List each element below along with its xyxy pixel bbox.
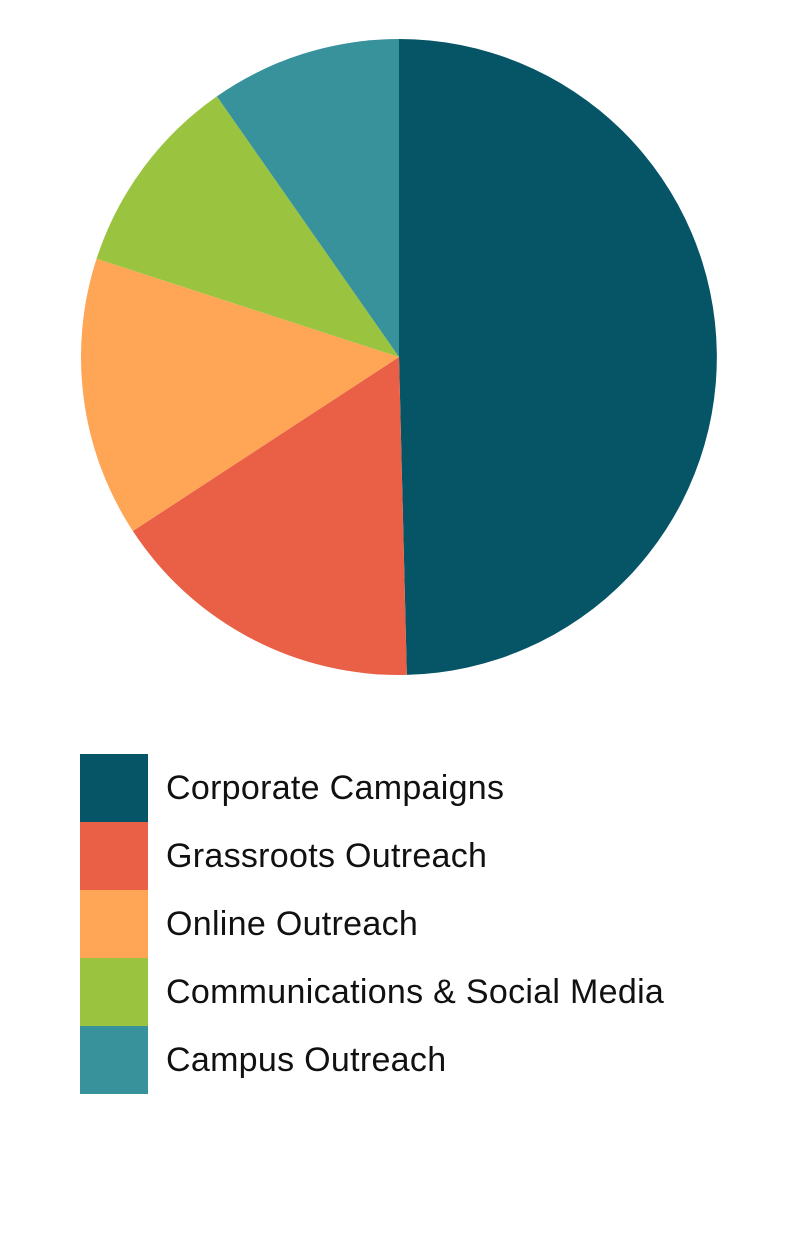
pie-slice-campus-outreach (216, 38, 399, 357)
legend-swatch (80, 754, 148, 822)
legend-label: Communications & Social Media (166, 972, 665, 1011)
legend-item-grassroots-outreach: Grassroots Outreach (80, 822, 740, 890)
legend-label: Grassroots Outreach (166, 836, 488, 875)
legend-swatch (80, 1026, 148, 1094)
chart-legend: Corporate Campaigns Grassroots Outreach … (80, 754, 740, 1094)
legend-item-online-outreach: Online Outreach (80, 890, 740, 958)
pie-slice-online-outreach (80, 258, 399, 532)
legend-label: Online Outreach (166, 904, 419, 943)
legend-label: Campus Outreach (166, 1040, 447, 1079)
legend-swatch (80, 890, 148, 958)
pie-slice-grassroots-outreach (132, 357, 407, 675)
pie-slice-communications-social-media (96, 96, 399, 357)
pie-chart-canvas (80, 38, 717, 675)
legend-swatch (80, 958, 148, 1026)
legend-item-communications-social-media: Communications & Social Media (80, 958, 740, 1026)
legend-swatch (80, 822, 148, 890)
pie-slice-corporate-campaigns (399, 39, 717, 675)
legend-label: Corporate Campaigns (166, 768, 505, 807)
legend-item-campus-outreach: Campus Outreach (80, 1026, 740, 1094)
legend-item-corporate-campaigns: Corporate Campaigns (80, 754, 740, 822)
